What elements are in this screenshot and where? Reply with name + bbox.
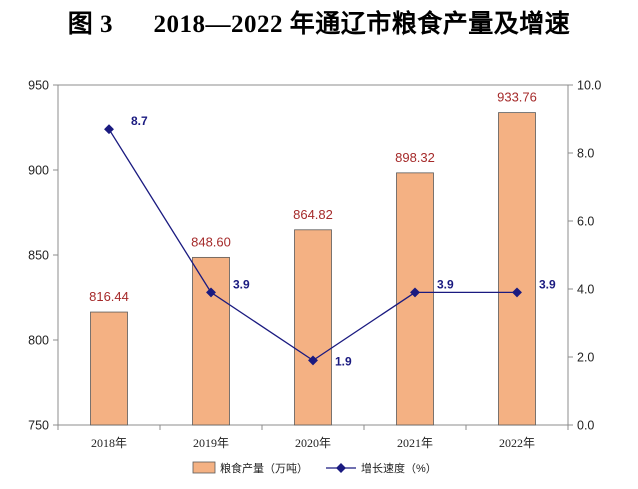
legend: 粮食产量（万吨） 增长速度（%） xyxy=(192,461,437,475)
line-value-label: 3.9 xyxy=(233,277,250,291)
bar-value-label: 898.32 xyxy=(395,150,435,165)
left-tick-label: 750 xyxy=(28,419,49,433)
bar xyxy=(192,256,230,426)
legend-line-marker xyxy=(336,463,346,473)
left-tick-label: 800 xyxy=(28,334,49,348)
line-point xyxy=(206,287,216,298)
x-tick-label: 2022年 xyxy=(499,436,535,450)
line-point xyxy=(308,355,318,366)
bar-series xyxy=(90,112,536,426)
right-tick-label: 6.0 xyxy=(577,215,594,229)
left-tick-label: 900 xyxy=(28,164,49,178)
left-tick-label: 950 xyxy=(28,79,49,93)
bar-labels: 816.44 848.60 864.82 898.32 933.76 xyxy=(89,90,537,304)
right-axis: 0.0 2.0 4.0 6.0 8.0 10.0 xyxy=(568,79,601,433)
x-tick-label: 2018年 xyxy=(91,436,127,450)
legend-bar-label: 粮食产量（万吨） xyxy=(220,461,308,475)
right-tick-label: 4.0 xyxy=(577,283,594,297)
chart-title: 图 3 2018—2022 年通辽市粮食产量及增速 xyxy=(67,11,571,38)
line-point xyxy=(410,287,420,298)
x-tick-label: 2021年 xyxy=(397,436,433,450)
right-tick-label: 8.0 xyxy=(577,147,594,161)
x-axis: 2018年 2019年 2020年 2021年 2022年 xyxy=(57,425,569,450)
left-tick-label: 850 xyxy=(28,249,49,263)
line-value-label: 3.9 xyxy=(539,277,556,291)
legend-line-label: 增长速度（%） xyxy=(361,461,437,475)
line-series xyxy=(104,124,522,366)
bar-value-label: 864.82 xyxy=(293,207,333,222)
bar xyxy=(396,172,434,426)
bar xyxy=(294,229,332,426)
line-point xyxy=(512,287,522,298)
line-point xyxy=(104,124,114,135)
x-tick-label: 2019年 xyxy=(193,436,229,450)
bar-value-label: 848.60 xyxy=(191,234,231,249)
legend-bar-swatch xyxy=(192,461,216,474)
bar xyxy=(90,311,128,426)
right-tick-label: 10.0 xyxy=(577,79,601,93)
line-value-label: 3.9 xyxy=(437,277,454,291)
bar-value-label: 816.44 xyxy=(89,289,129,304)
line-value-label: 8.7 xyxy=(131,114,148,128)
left-axis: 750 800 850 900 950 xyxy=(28,79,58,433)
line-value-label: 1.9 xyxy=(335,354,352,368)
right-tick-label: 2.0 xyxy=(577,351,594,365)
bar xyxy=(498,112,536,426)
x-tick-label: 2020年 xyxy=(295,436,331,450)
line-labels: 8.7 3.9 1.9 3.9 3.9 xyxy=(131,114,556,368)
right-tick-label: 0.0 xyxy=(577,419,594,433)
bar-value-label: 933.76 xyxy=(497,90,537,105)
